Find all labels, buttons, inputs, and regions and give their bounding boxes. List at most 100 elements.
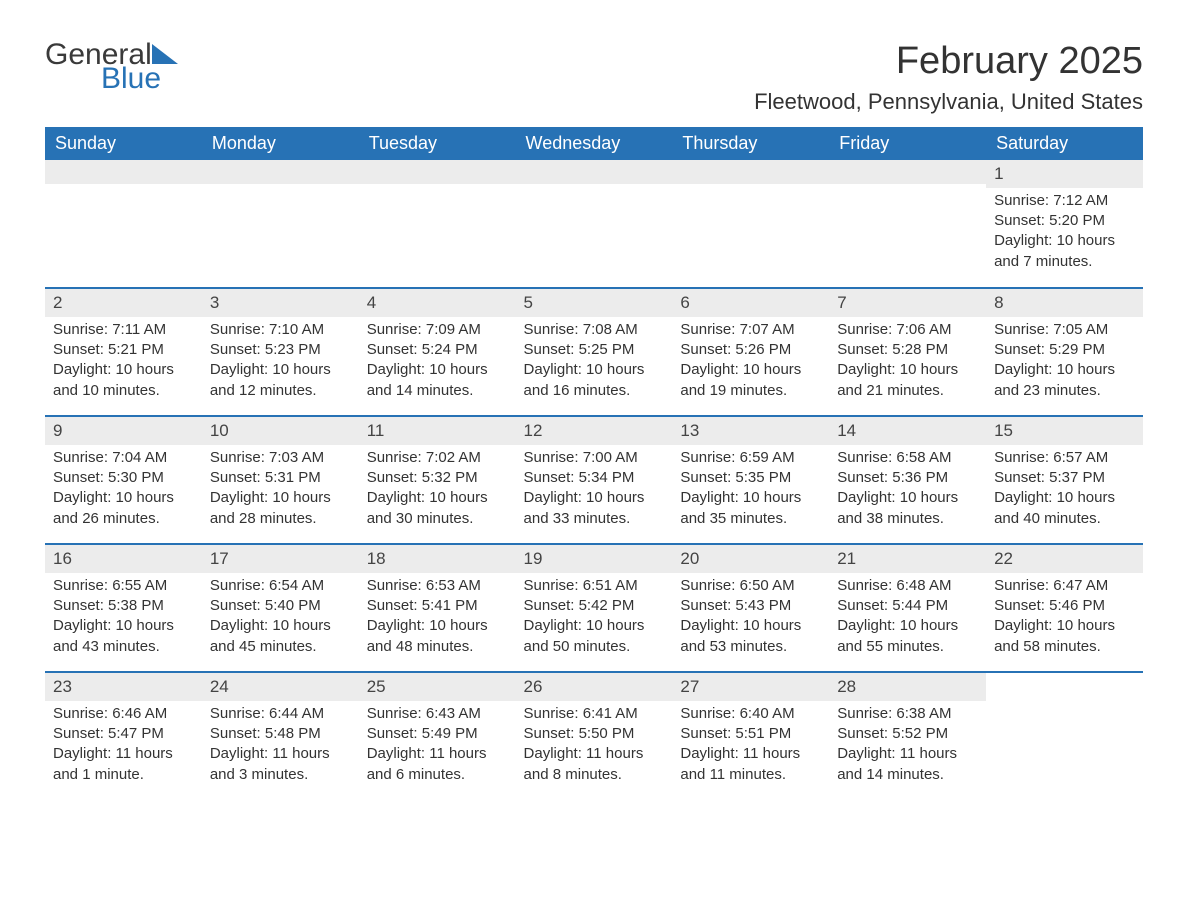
- location-subtitle: Fleetwood, Pennsylvania, United States: [754, 89, 1143, 115]
- calendar-week-row: 9Sunrise: 7:04 AMSunset: 5:30 PMDaylight…: [45, 416, 1143, 544]
- calendar-cell: 1Sunrise: 7:12 AMSunset: 5:20 PMDaylight…: [986, 160, 1143, 288]
- day-number: 16: [45, 545, 202, 573]
- sunrise-text: Sunrise: 6:50 AM: [680, 576, 821, 596]
- empty-day-number: [516, 160, 673, 184]
- daylight-text: Daylight: 10 hours and 48 minutes.: [367, 616, 508, 657]
- day-number: 3: [202, 289, 359, 317]
- sunset-text: Sunset: 5:21 PM: [53, 340, 194, 360]
- sunset-text: Sunset: 5:46 PM: [994, 596, 1135, 616]
- logo-word-blue: Blue: [101, 64, 178, 94]
- weekday-header: Sunday: [45, 127, 202, 160]
- sunset-text: Sunset: 5:50 PM: [524, 724, 665, 744]
- weekday-header: Monday: [202, 127, 359, 160]
- calendar-week-row: 2Sunrise: 7:11 AMSunset: 5:21 PMDaylight…: [45, 288, 1143, 416]
- month-title: February 2025: [754, 40, 1143, 83]
- sunset-text: Sunset: 5:47 PM: [53, 724, 194, 744]
- calendar-cell: 26Sunrise: 6:41 AMSunset: 5:50 PMDayligh…: [516, 672, 673, 800]
- day-number: 20: [672, 545, 829, 573]
- daylight-text: Daylight: 10 hours and 10 minutes.: [53, 360, 194, 401]
- sunrise-text: Sunrise: 6:53 AM: [367, 576, 508, 596]
- sunrise-text: Sunrise: 6:46 AM: [53, 704, 194, 724]
- daylight-text: Daylight: 10 hours and 50 minutes.: [524, 616, 665, 657]
- day-number: 14: [829, 417, 986, 445]
- calendar-cell: [45, 160, 202, 288]
- day-content: Sunrise: 7:08 AMSunset: 5:25 PMDaylight:…: [516, 317, 673, 407]
- day-number: 8: [986, 289, 1143, 317]
- sunset-text: Sunset: 5:43 PM: [680, 596, 821, 616]
- day-content: Sunrise: 7:05 AMSunset: 5:29 PMDaylight:…: [986, 317, 1143, 407]
- daylight-text: Daylight: 10 hours and 23 minutes.: [994, 360, 1135, 401]
- sunrise-text: Sunrise: 6:41 AM: [524, 704, 665, 724]
- sunset-text: Sunset: 5:20 PM: [994, 211, 1135, 231]
- sunrise-text: Sunrise: 7:03 AM: [210, 448, 351, 468]
- calendar-cell: [202, 160, 359, 288]
- calendar-cell: 14Sunrise: 6:58 AMSunset: 5:36 PMDayligh…: [829, 416, 986, 544]
- sunset-text: Sunset: 5:23 PM: [210, 340, 351, 360]
- calendar-cell: 13Sunrise: 6:59 AMSunset: 5:35 PMDayligh…: [672, 416, 829, 544]
- logo: General Blue: [45, 40, 178, 94]
- calendar-cell: 10Sunrise: 7:03 AMSunset: 5:31 PMDayligh…: [202, 416, 359, 544]
- day-number: 6: [672, 289, 829, 317]
- calendar-cell: 20 Sunrise: 6:50 AMSunset: 5:43 PMDayligh…: [672, 544, 829, 672]
- day-content: Sunrise: 6:58 AMSunset: 5:36 PMDaylight:…: [829, 445, 986, 535]
- sunset-text: Sunset: 5:37 PM: [994, 468, 1135, 488]
- calendar-cell: [516, 160, 673, 288]
- calendar-cell: 16Sunrise: 6:55 AMSunset: 5:38 PMDayligh…: [45, 544, 202, 672]
- sunrise-text: Sunrise: 6:44 AM: [210, 704, 351, 724]
- day-content: Sunrise: 6:46 AMSunset: 5:47 PMDaylight:…: [45, 701, 202, 791]
- empty-day-number: [45, 160, 202, 184]
- day-content: Sunrise: 6:41 AMSunset: 5:50 PMDaylight:…: [516, 701, 673, 791]
- weekday-header: Friday: [829, 127, 986, 160]
- sunset-text: Sunset: 5:26 PM: [680, 340, 821, 360]
- calendar-cell: 19Sunrise: 6:51 AMSunset: 5:42 PMDayligh…: [516, 544, 673, 672]
- sunset-text: Sunset: 5:35 PM: [680, 468, 821, 488]
- day-number: 25: [359, 673, 516, 701]
- calendar-cell: 15Sunrise: 6:57 AMSunset: 5:37 PMDayligh…: [986, 416, 1143, 544]
- sunrise-text: Sunrise: 6:58 AM: [837, 448, 978, 468]
- empty-day-number: [359, 160, 516, 184]
- day-content: Sunrise: 6:55 AMSunset: 5:38 PMDaylight:…: [45, 573, 202, 663]
- calendar-cell: 21Sunrise: 6:48 AMSunset: 5:44 PMDayligh…: [829, 544, 986, 672]
- calendar-table: Sunday Monday Tuesday Wednesday Thursday…: [45, 127, 1143, 800]
- calendar-cell: 6Sunrise: 7:07 AMSunset: 5:26 PMDaylight…: [672, 288, 829, 416]
- sunrise-text: Sunrise: 7:06 AM: [837, 320, 978, 340]
- calendar-cell: 2Sunrise: 7:11 AMSunset: 5:21 PMDaylight…: [45, 288, 202, 416]
- calendar-cell: 27Sunrise: 6:40 AMSunset: 5:51 PMDayligh…: [672, 672, 829, 800]
- day-content: Sunrise: 6:53 AMSunset: 5:41 PMDaylight:…: [359, 573, 516, 663]
- day-number: 21: [829, 545, 986, 573]
- sunrise-text: Sunrise: 6:47 AM: [994, 576, 1135, 596]
- sunset-text: Sunset: 5:28 PM: [837, 340, 978, 360]
- sunset-text: Sunset: 5:48 PM: [210, 724, 351, 744]
- daylight-text: Daylight: 11 hours and 8 minutes.: [524, 744, 665, 785]
- day-number: 1: [986, 160, 1143, 188]
- sunset-text: Sunset: 5:31 PM: [210, 468, 351, 488]
- daylight-text: Daylight: 10 hours and 58 minutes.: [994, 616, 1135, 657]
- daylight-text: Daylight: 10 hours and 21 minutes.: [837, 360, 978, 401]
- calendar-cell: 11Sunrise: 7:02 AMSunset: 5:32 PMDayligh…: [359, 416, 516, 544]
- day-number: 13: [672, 417, 829, 445]
- day-content: Sunrise: 7:12 AMSunset: 5:20 PMDaylight:…: [986, 188, 1143, 278]
- day-content: Sunrise: 6:59 AMSunset: 5:35 PMDaylight:…: [672, 445, 829, 535]
- sunset-text: Sunset: 5:41 PM: [367, 596, 508, 616]
- sunrise-text: Sunrise: 7:10 AM: [210, 320, 351, 340]
- day-number: 12: [516, 417, 673, 445]
- sunrise-text: Sunrise: 6:57 AM: [994, 448, 1135, 468]
- sunrise-text: Sunrise: 6:59 AM: [680, 448, 821, 468]
- daylight-text: Daylight: 10 hours and 53 minutes.: [680, 616, 821, 657]
- day-content: Sunrise: 7:04 AMSunset: 5:30 PMDaylight:…: [45, 445, 202, 535]
- daylight-text: Daylight: 10 hours and 28 minutes.: [210, 488, 351, 529]
- sunset-text: Sunset: 5:40 PM: [210, 596, 351, 616]
- sunset-text: Sunset: 5:42 PM: [524, 596, 665, 616]
- calendar-cell: 28Sunrise: 6:38 AMSunset: 5:52 PMDayligh…: [829, 672, 986, 800]
- daylight-text: Daylight: 11 hours and 6 minutes.: [367, 744, 508, 785]
- daylight-text: Daylight: 10 hours and 40 minutes.: [994, 488, 1135, 529]
- day-content: Sunrise: 7:03 AMSunset: 5:31 PMDaylight:…: [202, 445, 359, 535]
- day-number: 26: [516, 673, 673, 701]
- day-content: Sunrise: 7:07 AMSunset: 5:26 PMDaylight:…: [672, 317, 829, 407]
- daylight-text: Daylight: 10 hours and 38 minutes.: [837, 488, 978, 529]
- sunset-text: Sunset: 5:38 PM: [53, 596, 194, 616]
- sunrise-text: Sunrise: 6:43 AM: [367, 704, 508, 724]
- day-content: Sunrise: 6:44 AMSunset: 5:48 PMDaylight:…: [202, 701, 359, 791]
- sunrise-text: Sunrise: 7:12 AM: [994, 191, 1135, 211]
- sunset-text: Sunset: 5:30 PM: [53, 468, 194, 488]
